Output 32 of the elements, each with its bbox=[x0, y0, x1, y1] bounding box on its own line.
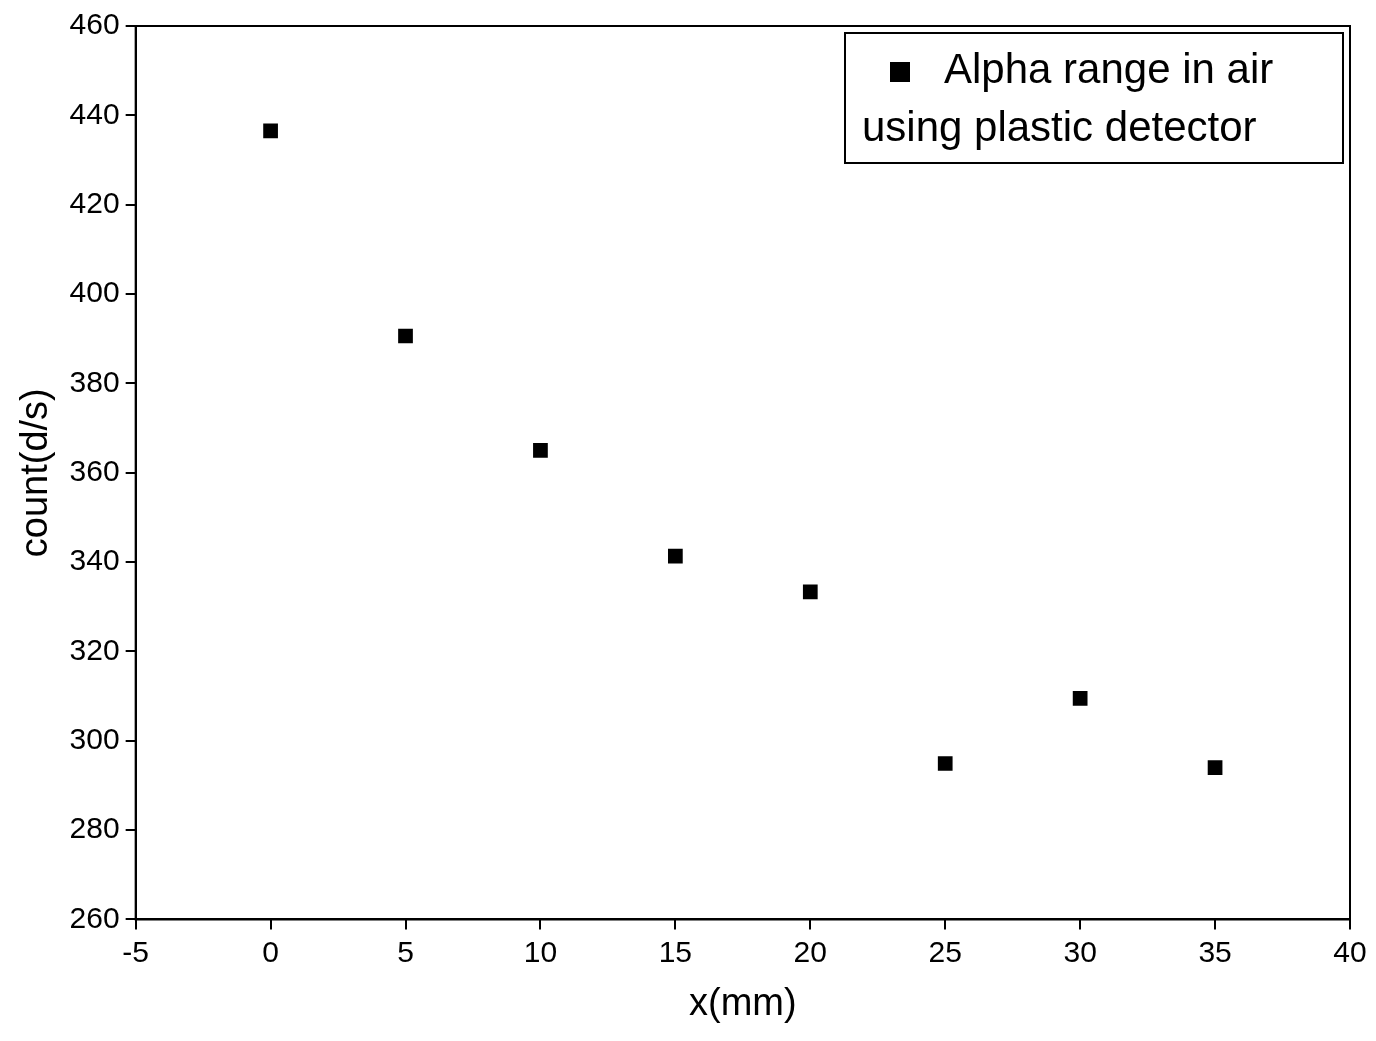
y-tick-label: 300 bbox=[69, 721, 120, 755]
point bbox=[1072, 690, 1088, 706]
point bbox=[263, 123, 278, 139]
x-tick-label: 0 bbox=[262, 934, 279, 968]
point bbox=[1207, 760, 1223, 775]
y-axis-title: count(d/s) bbox=[13, 388, 56, 558]
point bbox=[937, 756, 953, 771]
x-tick-label: 30 bbox=[1063, 934, 1097, 968]
legend-label: Alpha range in air using plastic detector bbox=[862, 45, 1274, 150]
y-tick-label: 260 bbox=[69, 900, 120, 934]
y-tick-label: 420 bbox=[69, 185, 120, 219]
y-tick-label: 460 bbox=[69, 7, 120, 41]
y-tick-label: 320 bbox=[69, 632, 120, 666]
x-tick-label: 5 bbox=[397, 934, 414, 968]
y-tick-label: 440 bbox=[69, 96, 120, 130]
point bbox=[668, 548, 683, 564]
x-tick-label: 40 bbox=[1333, 934, 1367, 968]
y-tick-label: 280 bbox=[69, 811, 120, 845]
x-tick-label: 10 bbox=[523, 934, 558, 968]
point bbox=[802, 584, 818, 600]
y-tick-label: 360 bbox=[69, 453, 120, 487]
x-tick-label: -5 bbox=[122, 934, 149, 968]
y-tick-label: 380 bbox=[69, 364, 120, 398]
x-axis-title: x(mm) bbox=[689, 980, 797, 1023]
point bbox=[398, 328, 413, 344]
x-tick-label: 25 bbox=[928, 934, 962, 968]
x-tick-label: 20 bbox=[793, 934, 827, 968]
y-tick-label: 340 bbox=[69, 543, 120, 577]
x-tick-label: 35 bbox=[1198, 934, 1232, 968]
x-tick-label: 15 bbox=[658, 934, 693, 968]
point bbox=[533, 443, 548, 458]
y-tick-label: 400 bbox=[69, 275, 120, 309]
